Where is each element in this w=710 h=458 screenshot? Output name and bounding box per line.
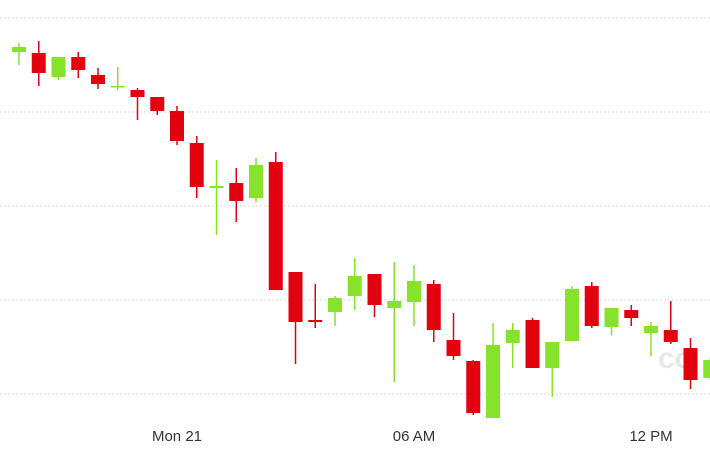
candle-body	[209, 186, 224, 188]
x-tick-label: 12 PM	[629, 428, 672, 445]
x-tick-label: Mon 21	[152, 428, 202, 445]
candle-body	[150, 97, 165, 111]
candle-body	[505, 330, 520, 343]
candle-body	[683, 348, 698, 380]
candle-body	[189, 143, 204, 187]
candle-body	[584, 286, 599, 326]
candle-body	[229, 183, 244, 201]
candle-body	[446, 340, 461, 356]
candle-body	[407, 281, 421, 302]
candle-body	[565, 289, 579, 341]
candle-body	[91, 75, 105, 84]
candle-body	[466, 361, 481, 413]
candle-body	[308, 320, 323, 322]
candle-body	[31, 53, 46, 73]
candle-body	[387, 301, 402, 308]
candle-body	[170, 111, 184, 141]
candle-body	[486, 345, 500, 418]
candle-body	[367, 274, 382, 305]
candle-body	[110, 86, 125, 88]
candle-body	[268, 162, 283, 290]
x-tick-label: 06 AM	[393, 428, 436, 445]
candle-body	[288, 272, 303, 322]
candle-body	[12, 47, 26, 52]
candle-body	[644, 326, 658, 333]
candle-body	[328, 298, 342, 312]
candle-body	[525, 320, 540, 368]
candle-body	[51, 57, 66, 77]
candle-body	[624, 310, 639, 318]
candle-body	[604, 308, 619, 327]
candle-body	[703, 360, 710, 378]
candle-body	[426, 284, 441, 330]
candle-body	[71, 57, 86, 70]
candle-body	[663, 330, 678, 342]
candle-body	[545, 342, 560, 368]
candle-body	[130, 90, 145, 97]
candle-body	[347, 276, 362, 296]
candle-body	[249, 165, 263, 198]
